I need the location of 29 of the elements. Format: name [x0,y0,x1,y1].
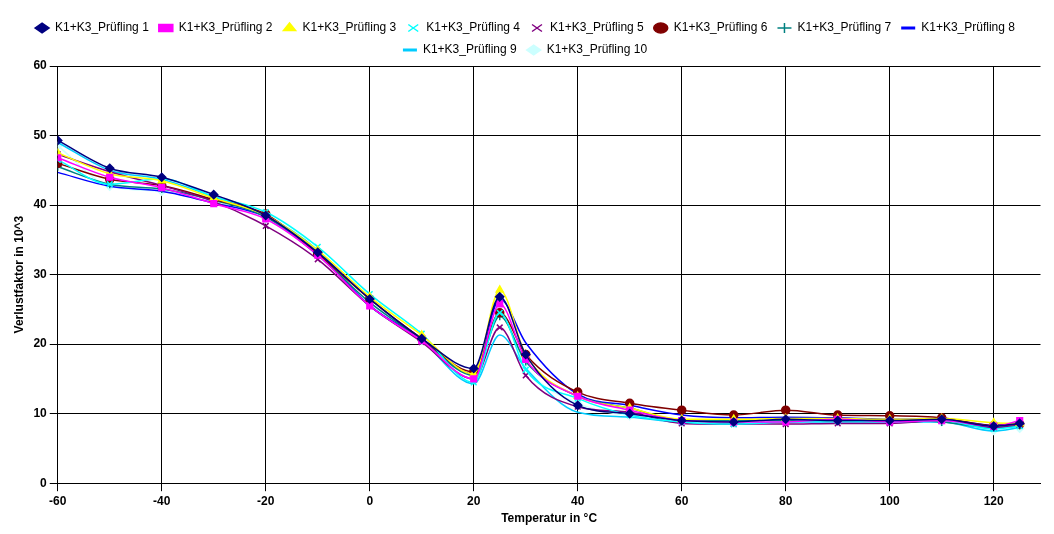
y-tick-label: 40 [33,197,48,212]
legend-label: K1+K3_Prüfling 7 [797,20,892,35]
legend-label: K1+K3_Prüfling 3 [302,20,397,35]
y-tick-label: 20 [33,336,48,351]
x-tick-label: -40 [153,493,171,508]
x-tick-label: 40 [571,493,585,508]
legend-label: K1+K3_Prüfling 9 [422,42,517,57]
x-tick-label: 80 [779,493,793,508]
y-tick-label: 0 [40,475,48,490]
y-axis-title: Verlustfaktor in 10^3 [11,215,26,334]
x-tick-label: 100 [879,493,901,508]
y-tick-label: 30 [33,266,48,281]
legend-label: K1+K3_Prüfling 4 [426,20,521,35]
legend-label: K1+K3_Prüfling 10 [546,42,648,57]
x-tick-label: 120 [983,493,1005,508]
legend-label: K1+K3_Prüfling 1 [55,20,150,35]
legend-label: K1+K3_Prüfling 2 [178,20,273,35]
x-axis-title: Temperatur in °C [501,511,598,526]
y-tick-label: 50 [33,127,48,142]
x-tick-label: -60 [49,493,67,508]
x-tick-label: -20 [257,493,275,508]
x-tick-label: 20 [467,493,481,508]
legend-label: K1+K3_Prüfling 5 [550,20,645,35]
legend-label: K1+K3_Prüfling 6 [673,20,768,35]
y-tick-label: 10 [33,405,48,420]
y-tick-label: 60 [33,58,48,73]
legend-label: K1+K3_Prüfling 8 [921,20,1016,35]
x-tick-label: 60 [675,493,689,508]
x-tick-label: 0 [366,493,374,508]
